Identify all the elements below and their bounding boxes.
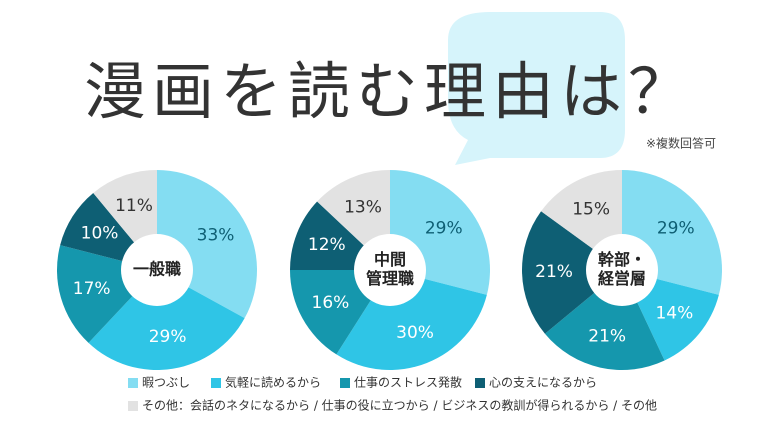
legend-label: 仕事のストレス発散 bbox=[354, 375, 462, 390]
value-label: 15% bbox=[572, 199, 610, 219]
center-label: 管理職 bbox=[366, 269, 414, 288]
legend-label: 気軽に読めるから bbox=[225, 375, 321, 390]
note: ※複数回答可 bbox=[646, 136, 716, 151]
legend-swatch bbox=[340, 378, 350, 388]
value-label: 11% bbox=[115, 196, 153, 216]
legend-label: 暇つぶし bbox=[142, 376, 190, 390]
value-label: 14% bbox=[655, 303, 693, 323]
value-label: 29% bbox=[657, 218, 695, 238]
value-label: 17% bbox=[73, 279, 111, 299]
title: 漫画を読む理由は？ bbox=[84, 55, 696, 128]
legend-label: 心の支えになるから bbox=[489, 376, 597, 390]
pie-slice bbox=[336, 270, 487, 370]
value-label: 13% bbox=[344, 198, 382, 218]
value-label: 29% bbox=[149, 327, 187, 347]
center-label: 一般職 bbox=[133, 260, 181, 279]
value-label: 12% bbox=[308, 235, 346, 255]
pie-slice bbox=[88, 270, 245, 370]
value-label: 29% bbox=[425, 218, 463, 238]
center-label: 中間 bbox=[374, 250, 406, 269]
donut-hole bbox=[121, 234, 193, 306]
legend-swatch bbox=[211, 378, 221, 388]
donut-hole bbox=[354, 234, 426, 306]
value-label: 33% bbox=[197, 225, 235, 245]
pie-slice bbox=[522, 211, 622, 334]
center-label: 幹部・ bbox=[598, 250, 646, 269]
pie-slice bbox=[544, 270, 665, 370]
value-label: 16% bbox=[312, 293, 350, 313]
donut-hole bbox=[586, 234, 658, 306]
legend-swatch bbox=[475, 378, 485, 388]
speech-bubble bbox=[448, 12, 625, 165]
legend-swatch bbox=[128, 378, 138, 388]
value-label: 10% bbox=[81, 224, 119, 244]
legend-label: その他：会話のネタになるから / 仕事の役に立つから / ビジネスの教訓が得られ… bbox=[142, 398, 657, 413]
value-label: 30% bbox=[396, 323, 434, 343]
value-label: 21% bbox=[535, 262, 573, 282]
legend-swatch bbox=[128, 401, 138, 411]
center-label: 経営層 bbox=[598, 269, 646, 288]
value-label: 21% bbox=[588, 326, 626, 346]
